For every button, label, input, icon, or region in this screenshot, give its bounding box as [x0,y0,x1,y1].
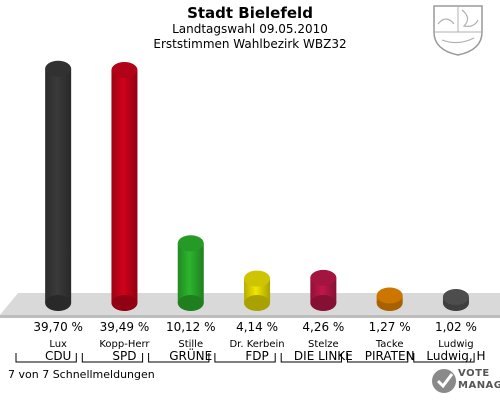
bar [45,68,72,304]
value-label: 1,27 % [369,320,411,334]
bar-top [111,62,138,79]
brand-line1: VOTE [458,368,490,379]
party-label: SPD [112,349,136,363]
bar [111,70,138,303]
party-bracket [280,353,342,363]
coat-of-arms-icon [433,5,483,56]
bar-base [111,295,138,311]
bar-base [177,295,204,311]
candidate-label: Kopp-Herr [99,339,150,350]
value-label: 4,14 % [236,320,278,334]
party-label: DIE LINKE [294,349,353,363]
bar-top [45,60,72,77]
votemanager-logo-icon [432,369,456,393]
bar-base [310,295,337,311]
bar-top [442,288,469,305]
value-label: 4,26 % [302,320,344,334]
candidate-label: Lux [49,339,67,350]
party-bracket [81,353,144,363]
value-label: 1,02 % [435,320,477,334]
bar-top [177,235,204,252]
bar-base [244,295,271,311]
party-bracket [347,353,409,363]
party-bracket [214,353,276,363]
brand-line2: MANAGER [458,380,500,391]
chart-floor-edge [0,315,500,318]
footer-status: 7 von 7 Schnellmeldungen [8,368,155,381]
candidate-label: Stelze [308,339,339,350]
bar-top [244,270,271,287]
party-label: GRÜNE [169,347,212,363]
value-label: 10,12 % [166,320,216,334]
candidate-label: Dr. Kerbein [229,339,284,350]
value-label: 39,70 % [33,320,83,334]
candidate-label: Stille [178,339,203,350]
party-label: CDU [45,349,71,363]
bar [177,243,204,303]
chart-subtitle-2: Erststimmen Wahlbezirk WBZ32 [153,37,347,51]
party-bracket [413,353,475,363]
party-bracket [15,353,77,363]
party-bracket [148,353,210,363]
bar-top [310,269,337,286]
party-label: Ludwig, H [426,349,485,363]
candidate-label: Ludwig [438,339,473,350]
party-label: FDP [245,349,268,363]
chart-title: Stadt Bielefeld [187,4,313,22]
value-label: 39,49 % [100,320,150,334]
chart-subtitle: Landtagswahl 09.05.2010 [172,22,328,36]
bar-top [376,287,403,304]
party-label: PIRATEN [365,349,415,363]
candidate-label: Tacke [375,339,404,350]
bar-base [45,295,72,311]
